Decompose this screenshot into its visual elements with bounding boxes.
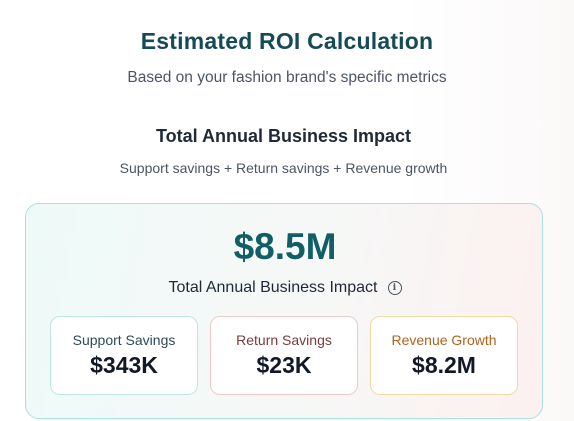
revenue-growth-label: Revenue Growth	[391, 332, 497, 348]
return-savings-label: Return Savings	[236, 332, 332, 348]
total-impact-label-row: Total Annual Business Impact i	[26, 279, 544, 297]
revenue-growth-value: $8.2M	[412, 352, 476, 378]
page-title: Estimated ROI Calculation	[140, 28, 434, 54]
section-title: Total Annual Business Impact	[155, 126, 412, 146]
total-impact-label: Total Annual Business Impact	[168, 279, 378, 296]
page-subtitle: Based on your fashion brand's specific m…	[127, 69, 447, 86]
revenue-growth-card: Revenue Growth $8.2M	[370, 316, 518, 395]
impact-card: $8.5M Total Annual Business Impact i Sup…	[25, 203, 543, 419]
total-impact-value: $8.5M	[233, 226, 337, 267]
info-icon[interactable]: i	[387, 281, 402, 295]
support-savings-card: Support Savings $343K	[50, 316, 198, 395]
section-formula: Support savings + Return savings + Reven…	[119, 160, 448, 176]
return-savings-value: $23K	[256, 352, 312, 378]
support-savings-label: Support Savings	[72, 332, 176, 348]
return-savings-card: Return Savings $23K	[210, 316, 358, 395]
support-savings-value: $343K	[90, 352, 158, 378]
